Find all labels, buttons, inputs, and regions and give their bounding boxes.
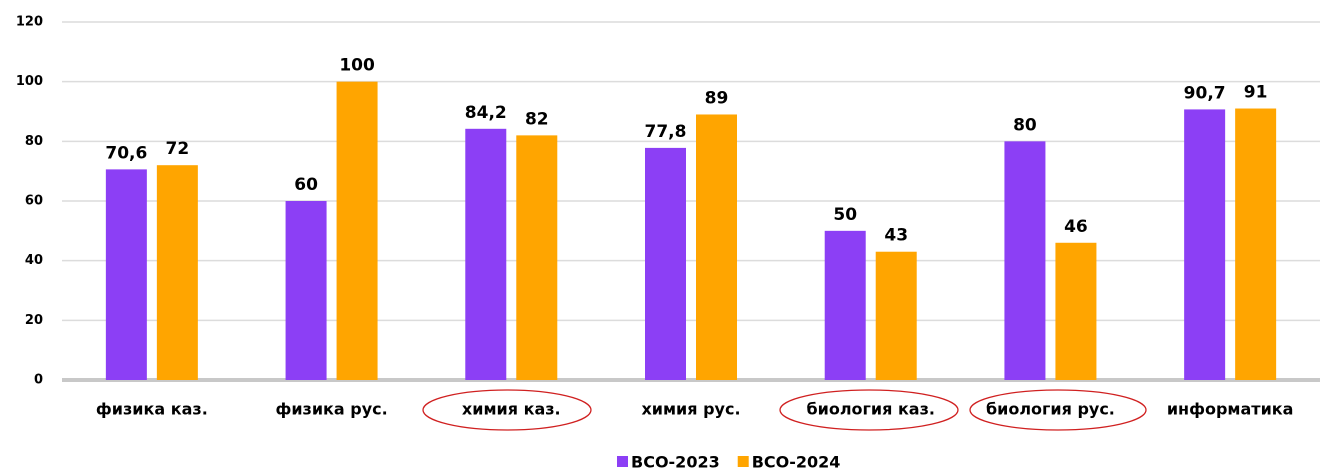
bar (465, 128, 507, 380)
legend-swatch (737, 456, 749, 467)
value-label: 82 (525, 109, 549, 129)
value-label: 91 (1244, 83, 1268, 103)
x-tick-label: химия рус. (641, 400, 740, 419)
bar (1184, 109, 1226, 380)
bar (1235, 108, 1277, 381)
value-label: 46 (1064, 217, 1088, 237)
highlight-ellipse (969, 389, 1147, 431)
bar (696, 114, 737, 380)
value-label: 60 (294, 175, 318, 195)
bar (875, 251, 917, 380)
y-tick-label: 20 (25, 313, 43, 328)
y-tick-label: 60 (25, 194, 43, 209)
y-tick-label: 100 (16, 74, 43, 89)
value-label: 70,6 (105, 143, 147, 163)
bar (645, 147, 686, 380)
value-label: 77,8 (645, 122, 687, 142)
value-label: 100 (339, 56, 375, 76)
highlight-ellipse (422, 389, 592, 431)
bar (336, 81, 378, 381)
value-label: 80 (1013, 115, 1037, 135)
legend-swatch (617, 456, 628, 467)
x-tick-label: биология рус. (986, 400, 1115, 419)
bar (105, 169, 147, 380)
y-tick-label: 0 (34, 373, 43, 388)
bar (824, 230, 866, 380)
x-tick-label: физика рус. (275, 400, 387, 419)
value-label: 90,7 (1184, 83, 1226, 103)
bar (156, 165, 198, 380)
value-label: 43 (884, 226, 908, 246)
annotations (422, 389, 1147, 431)
x-tick-label: химия каз. (462, 400, 561, 419)
x-tick-label: физика каз. (96, 400, 208, 419)
bar (516, 135, 558, 380)
value-label: 89 (705, 88, 729, 108)
x-tick-label: биология каз. (806, 400, 935, 419)
legend-label: ВСО-2023 (631, 453, 720, 470)
bar (1055, 242, 1097, 380)
highlight-ellipse (779, 389, 959, 431)
y-tick-label: 120 (16, 15, 43, 30)
value-label: 84,2 (465, 103, 507, 123)
value-label: 72 (166, 139, 190, 159)
legend-label: ВСО-2024 (752, 453, 841, 470)
value-label: 50 (833, 205, 857, 225)
y-tick-label: 80 (25, 134, 43, 149)
x-tick-label: информатика (1167, 400, 1294, 419)
y-tick-label: 40 (25, 253, 43, 268)
bar (1004, 141, 1046, 380)
bar (285, 201, 327, 380)
